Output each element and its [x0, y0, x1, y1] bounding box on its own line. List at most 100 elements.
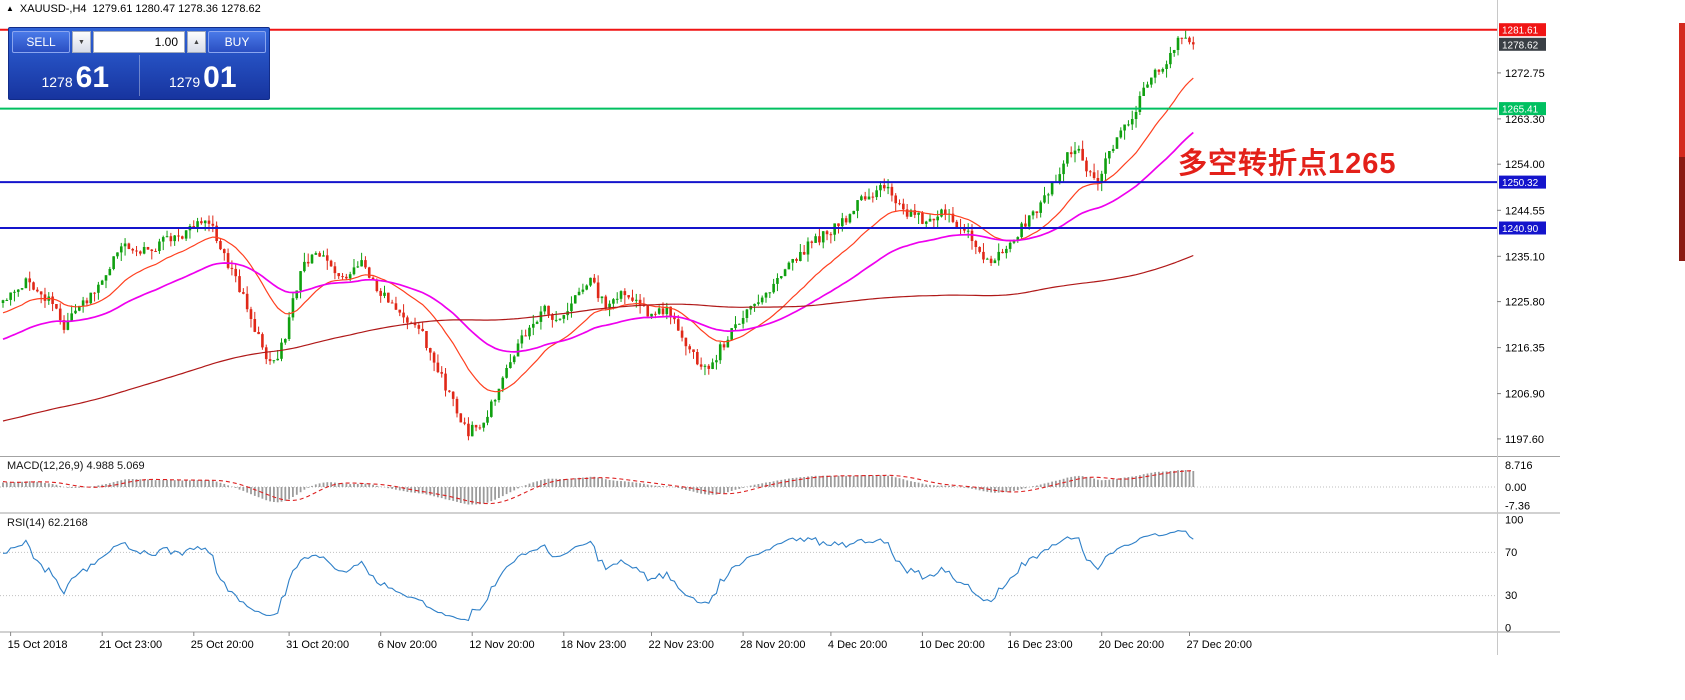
candle-body	[516, 343, 520, 357]
time-axis-label: 4 Dec 20:00	[828, 639, 887, 651]
candle-body	[623, 291, 627, 296]
candle-body	[184, 230, 188, 239]
candle-body	[1077, 148, 1081, 151]
candle-body	[306, 261, 310, 264]
candle-body	[543, 305, 547, 312]
candle-body	[963, 228, 966, 231]
candle-body	[104, 275, 108, 281]
candle-body	[856, 200, 859, 211]
candle-body	[459, 413, 463, 423]
candle-body	[81, 300, 85, 306]
candle-body	[955, 221, 959, 228]
volume-increase-button[interactable]: ▲	[187, 31, 206, 53]
candle-body	[577, 291, 581, 296]
time-axis-label: 12 Nov 20:00	[469, 639, 534, 651]
candle-body	[1161, 69, 1165, 72]
candle-body	[1130, 119, 1134, 125]
candle-body	[394, 303, 398, 310]
candle-body	[352, 267, 356, 275]
candle-body	[673, 317, 676, 320]
candle-body	[360, 260, 363, 267]
candle-body	[467, 423, 470, 437]
candle-body	[871, 196, 875, 198]
candle-body	[337, 273, 341, 277]
chart-active-icon: ▲	[6, 4, 14, 13]
candle-body	[684, 337, 688, 347]
time-axis-label: 10 Dec 20:00	[919, 639, 984, 651]
sell-button[interactable]: SELL	[12, 31, 70, 53]
candle-body	[699, 364, 703, 367]
candle-body	[1119, 130, 1123, 138]
candle-body	[5, 300, 9, 301]
candle-body	[1172, 50, 1176, 53]
volume-input[interactable]: 1.00	[93, 31, 185, 53]
candle-body	[264, 347, 268, 360]
chart-symbol-period: XAUUSD-,H4	[19, 3, 87, 15]
candle-body	[490, 401, 493, 417]
candle-body	[997, 251, 1001, 261]
candle-body	[364, 260, 367, 268]
buy-price-main: 1279	[168, 74, 201, 90]
volume-decrease-button[interactable]: ▼	[72, 31, 91, 53]
candle-body	[703, 365, 707, 367]
price-level-label-text: 1265.41	[1502, 105, 1539, 116]
candle-body	[940, 209, 943, 217]
buy-button[interactable]: BUY	[208, 31, 266, 53]
candle-body	[993, 260, 997, 264]
price-tick-label: 1235.10	[1505, 251, 1545, 263]
candle-body	[902, 203, 905, 210]
right-edge-darkred-strip	[1679, 157, 1685, 261]
candle-body	[196, 221, 199, 227]
candle-body	[760, 297, 764, 303]
candle-body	[1069, 152, 1073, 155]
candle-body	[432, 352, 436, 363]
candle-body	[1035, 211, 1039, 213]
candle-body	[463, 422, 466, 424]
price-tick-label: 1197.60	[1505, 434, 1544, 446]
time-axis-label: 27 Dec 20:00	[1187, 639, 1252, 651]
candle-body	[158, 241, 161, 251]
price-level-label-text: 1250.32	[1502, 178, 1539, 189]
candle-body	[169, 236, 173, 242]
candle-body	[928, 218, 932, 222]
sell-price-button[interactable]: 1278 61	[12, 55, 140, 96]
candle-body	[772, 283, 775, 293]
candle-body	[951, 213, 955, 222]
candle-body	[238, 276, 241, 293]
rsi-scale-label: 30	[1505, 590, 1517, 602]
candle-body	[978, 247, 981, 252]
price-level-label-text: 1281.61	[1502, 26, 1539, 37]
candle-body	[78, 305, 81, 311]
candle-body	[119, 246, 123, 253]
candle-body	[1100, 173, 1104, 183]
candle-body	[734, 324, 737, 329]
candle-body	[669, 306, 672, 318]
candle-body	[528, 327, 531, 337]
candle-body	[1031, 211, 1035, 216]
candle-body	[913, 210, 917, 215]
candle-body	[329, 260, 333, 267]
candle-body	[1165, 64, 1168, 69]
candle-body	[730, 328, 733, 340]
candle-body	[333, 266, 337, 274]
candle-body	[974, 241, 978, 247]
candle-body	[314, 253, 318, 255]
candle-body	[478, 427, 482, 429]
candle-body	[383, 292, 386, 296]
price-tick-label: 1216.35	[1505, 343, 1545, 355]
buy-price-button[interactable]: 1279 01	[140, 55, 267, 96]
candle-body	[226, 253, 230, 268]
candle-body	[924, 221, 928, 224]
candle-body	[230, 267, 234, 269]
candle-body	[474, 424, 478, 428]
annotation-text: 多空转折点1265	[1178, 148, 1397, 180]
candle-body	[905, 209, 909, 217]
candle-body	[692, 349, 695, 352]
price-tick-label: 1263.30	[1505, 114, 1545, 126]
candle-body	[1108, 151, 1111, 159]
candle-body	[173, 235, 176, 242]
candle-body	[665, 306, 669, 315]
candle-body	[886, 186, 890, 189]
candle-body	[417, 325, 421, 329]
